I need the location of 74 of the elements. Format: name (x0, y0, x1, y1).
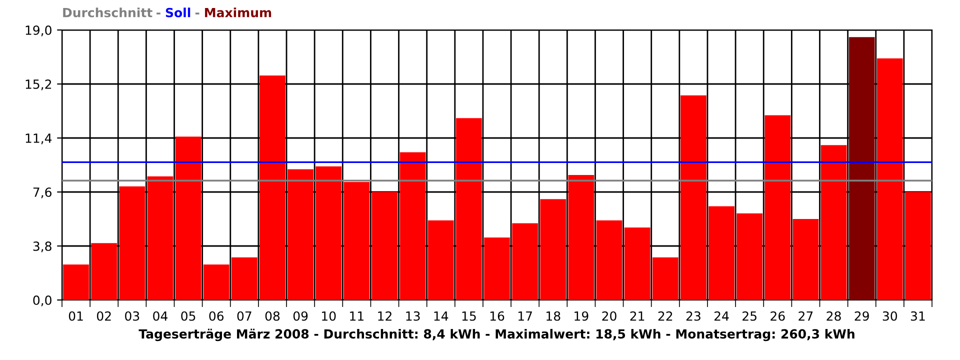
x-tick-label: 16 (490, 311, 504, 321)
bar (203, 264, 230, 300)
bar (260, 75, 286, 300)
bar (624, 228, 650, 300)
text: - (195, 12, 200, 14)
bar (456, 118, 482, 300)
x-tick-label: 20 (602, 311, 616, 321)
bar (792, 219, 819, 300)
x-tick-label: 29 (854, 311, 869, 321)
x-tick-label: 01 (68, 311, 83, 321)
bar (568, 174, 594, 300)
bar (596, 220, 622, 300)
x-tick-label: 27 (798, 311, 813, 321)
bar (848, 37, 875, 300)
bar (764, 115, 791, 300)
x-tick-label: 05 (181, 311, 196, 321)
x-tick-label: 17 (518, 311, 532, 321)
x-tick-label: 06 (209, 311, 224, 321)
x-tick-label: 09 (293, 311, 308, 321)
bar (91, 243, 118, 300)
x-tick-label: 19 (574, 311, 588, 321)
x-tick-label: 04 (153, 311, 168, 321)
bar (288, 169, 314, 300)
bar (736, 213, 762, 300)
bar (512, 223, 538, 300)
y-tick-label: 11,4 (26, 134, 52, 144)
x-tick-label: 22 (658, 311, 672, 321)
x-tick-label: 30 (882, 311, 898, 321)
bar (905, 192, 931, 300)
bar (175, 136, 202, 300)
bar (708, 206, 734, 300)
x-tick-label: 31 (910, 311, 925, 321)
x-tick-label: 24 (714, 311, 729, 321)
bar (652, 257, 678, 300)
x-tick-label: 03 (125, 311, 140, 321)
bar (876, 58, 903, 300)
bar (680, 95, 706, 300)
bar (372, 192, 398, 300)
x-tick-label: 15 (462, 311, 476, 321)
bar (316, 166, 342, 300)
bar (820, 145, 847, 300)
bar (119, 186, 146, 300)
x-tick-label: 10 (322, 311, 336, 321)
x-tick-label: 14 (434, 311, 448, 321)
x-tick-label: 12 (378, 311, 392, 321)
bar (484, 237, 510, 300)
y-tick-label: 19,0 (26, 25, 52, 36)
x-tick-label: 28 (826, 311, 841, 321)
bar (232, 257, 258, 300)
x-axis-title: Tageserträge März 2008 - Durchschnitt: 8,4 kWh - Maximalwert: 18,5 kWh - Monatsertrag: 260,3 kWh (138, 328, 854, 342)
y-tick-label: 15,2 (26, 79, 52, 90)
x-tick-label: 08 (265, 311, 280, 321)
x-tick-label: 07 (237, 311, 252, 321)
x-tick-label: 21 (630, 311, 644, 321)
x-tick-label: 25 (742, 311, 756, 321)
ref-line-label: Soll (166, 8, 190, 18)
text: Maximum (205, 8, 272, 18)
x-tick-label: 26 (770, 311, 785, 321)
bar (428, 220, 454, 300)
text: - (156, 12, 160, 14)
bar (147, 176, 174, 300)
y-tick-label: 0,0 (33, 295, 52, 306)
x-tick-label: 23 (686, 311, 700, 321)
x-tick-label: 13 (406, 311, 420, 321)
bar (63, 264, 89, 300)
x-tick-label: 02 (96, 311, 111, 321)
bar (344, 182, 370, 300)
x-tick-label: 11 (350, 311, 364, 321)
y-tick-label: 7,6 (33, 187, 52, 198)
x-tick-label: 18 (546, 311, 560, 321)
ref-line-label: Durchschnitt (63, 8, 152, 18)
bar (540, 199, 566, 300)
y-tick-label: 3,8 (33, 241, 52, 252)
bar (400, 152, 426, 300)
